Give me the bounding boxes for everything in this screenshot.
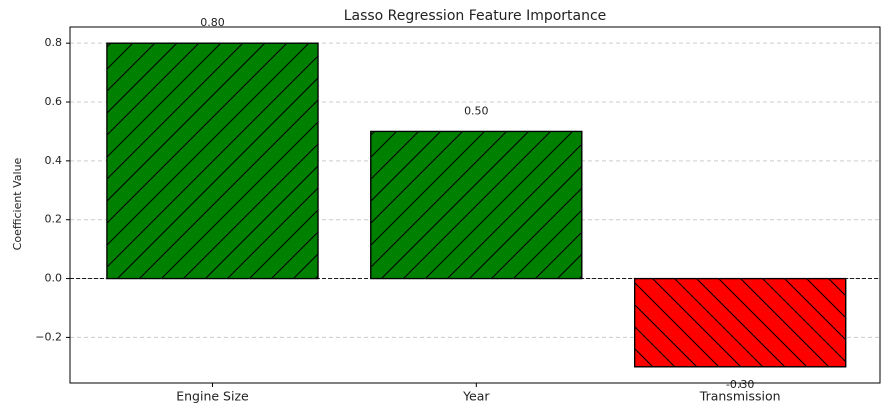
value-label: 0.50 <box>464 104 489 117</box>
y-tick-label: 0.4 <box>45 154 63 167</box>
value-label: 0.80 <box>200 16 225 29</box>
x-tick-label: Engine Size <box>176 389 249 404</box>
plot-frame <box>69 26 881 384</box>
y-tick-label: 0.0 <box>45 272 63 285</box>
bar-hatch <box>370 130 583 280</box>
y-tick-label: 0.6 <box>45 95 63 108</box>
y-axis-label: Coefficient Value <box>11 157 24 250</box>
y-tick-label: −0.2 <box>35 330 62 343</box>
x-tick-label: Year <box>462 389 490 404</box>
y-tick-label: 0.2 <box>45 213 63 226</box>
x-tick-label: Transmission <box>699 389 781 404</box>
y-tick-label: 0.8 <box>45 36 63 49</box>
bar-hatch <box>106 42 319 280</box>
chart-title: Lasso Regression Feature Importance <box>344 8 607 24</box>
bar-hatch <box>634 277 847 368</box>
